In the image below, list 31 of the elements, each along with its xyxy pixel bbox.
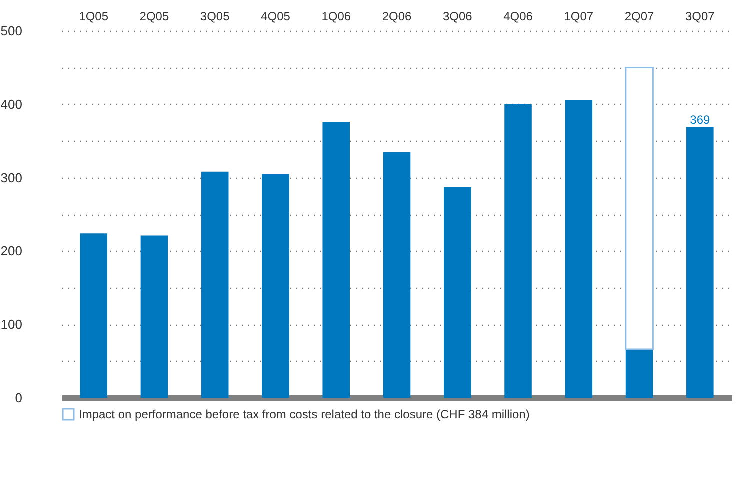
- legend-label: Impact on performance before tax from costs related to the closure (CHF 384 million): [79, 408, 530, 422]
- x-tick-label: 3Q05: [200, 10, 230, 24]
- y-tick-label: 200: [0, 244, 22, 259]
- x-tick-label: 2Q06: [382, 10, 412, 24]
- x-tick-label: 3Q07: [685, 10, 716, 24]
- bar: [565, 100, 593, 398]
- bar: [322, 122, 350, 398]
- y-tick-label: 400: [0, 96, 22, 112]
- x-tick-label: 1Q05: [79, 10, 109, 24]
- x-tick-label: 4Q06: [504, 10, 534, 24]
- bar: [626, 350, 654, 398]
- data-label: 369: [690, 113, 710, 128]
- bar: [504, 104, 532, 398]
- bar: [383, 152, 411, 398]
- y-tick-label: 0: [15, 390, 22, 406]
- bar: [80, 234, 108, 398]
- y-tick-label: 100: [0, 317, 22, 332]
- x-tick-label: 4Q05: [261, 10, 291, 24]
- x-tick-label: 2Q05: [140, 10, 170, 24]
- bar: [140, 236, 168, 398]
- bar: [262, 174, 290, 398]
- x-tick-label: 2Q07: [624, 10, 655, 24]
- bar: [444, 187, 472, 398]
- bar: [625, 66, 654, 350]
- x-tick-label: 1Q07: [564, 10, 594, 24]
- y-tick-label: 300: [0, 170, 22, 186]
- y-tick-label: 500: [0, 24, 22, 38]
- bar: [201, 172, 229, 398]
- bar: [686, 127, 714, 398]
- x-tick-label: 3Q06: [442, 10, 473, 24]
- x-tick-label: 1Q06: [322, 10, 352, 24]
